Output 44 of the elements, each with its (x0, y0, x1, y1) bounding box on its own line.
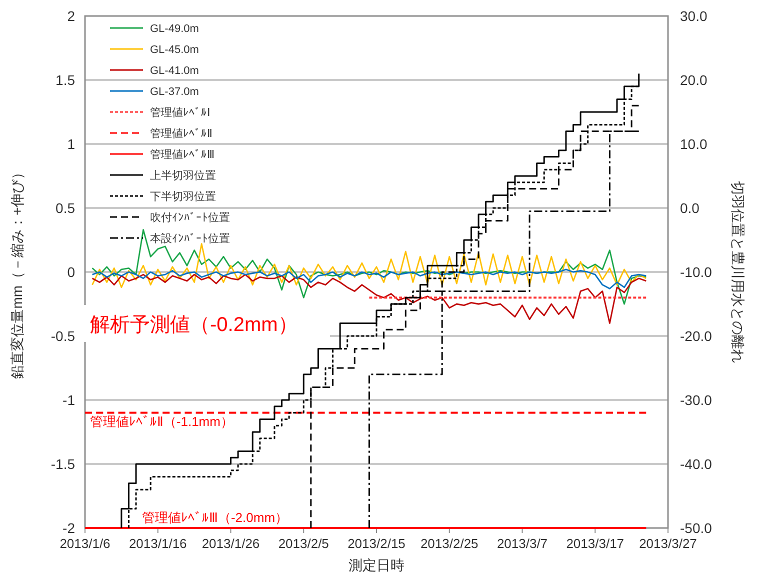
y2-tick-label: 20.0 (680, 72, 708, 88)
y-tick-label: -2 (62, 520, 76, 536)
y2-tick-label: -20.0 (680, 328, 712, 344)
x-tick-label: 2013/1/26 (202, 536, 260, 551)
y-tick-label: -0.5 (50, 328, 76, 344)
legend-label: 本設ｲﾝﾊﾞｰﾄ位置 (150, 232, 230, 245)
y-tick-label: -1.5 (50, 456, 76, 472)
y-tick-label: 2 (67, 8, 76, 24)
legend-label: GL-45.0m (150, 44, 199, 56)
y-tick-label: 0 (67, 264, 76, 280)
x-tick-label: 2013/3/27 (639, 536, 697, 551)
x-tick-label: 2013/2/15 (348, 536, 406, 551)
y2-tick-label: -40.0 (680, 456, 712, 472)
legend-label: 管理値ﾚﾍﾞﾙⅠ (150, 106, 210, 119)
x-tick-label: 2013/3/17 (566, 536, 624, 551)
legend-label: 管理値ﾚﾍﾞﾙⅢ (150, 148, 215, 161)
x-tick-label: 2013/2/25 (420, 536, 478, 551)
legend-label: GL-37.0m (150, 86, 199, 98)
y-tick-label: 0.5 (56, 200, 76, 216)
y2-tick-label: 30.0 (680, 8, 708, 24)
y-tick-label: 1.5 (56, 72, 76, 88)
y2-axis-title: 切羽位置と豊川用水との離れ (730, 181, 746, 363)
y2-tick-label: 0.0 (680, 200, 700, 216)
legend-label: 管理値ﾚﾍﾞﾙⅡ (150, 127, 212, 140)
y-tick-label: -1 (62, 392, 76, 408)
x-tick-label: 2013/1/16 (128, 536, 187, 551)
y2-tick-label: -50.0 (680, 520, 712, 536)
legend-label: 下半切羽位置 (150, 190, 216, 203)
legend-label: GL-49.0m (150, 23, 199, 35)
annotation: 解析予測値（-0.2mm） (90, 314, 298, 336)
legend-label: GL-41.0m (150, 65, 199, 77)
legend-label: 上半切羽位置 (150, 169, 216, 182)
y2-tick-label: 10.0 (680, 136, 708, 152)
y-axis-title: 鉛直変位量mm（－縮み：+伸び） (9, 165, 25, 379)
x-tick-label: 2013/1/6 (60, 536, 110, 551)
y2-tick-label: -30.0 (680, 392, 712, 408)
x-tick-label: 2013/2/5 (278, 536, 329, 551)
annotation: 管理値ﾚﾍﾞﾙⅡ（-1.1mm） (90, 414, 234, 429)
x-axis-title: 測定日時 (348, 557, 404, 573)
x-tick-label: 2013/3/7 (496, 536, 548, 551)
y-tick-label: 1 (67, 136, 76, 152)
legend-label: 吹付ｲﾝﾊﾞｰﾄ位置 (150, 211, 230, 224)
y2-tick-label: -10.0 (680, 264, 712, 280)
annotation: 管理値ﾚﾍﾞﾙⅢ（-2.0mm） (142, 510, 288, 525)
